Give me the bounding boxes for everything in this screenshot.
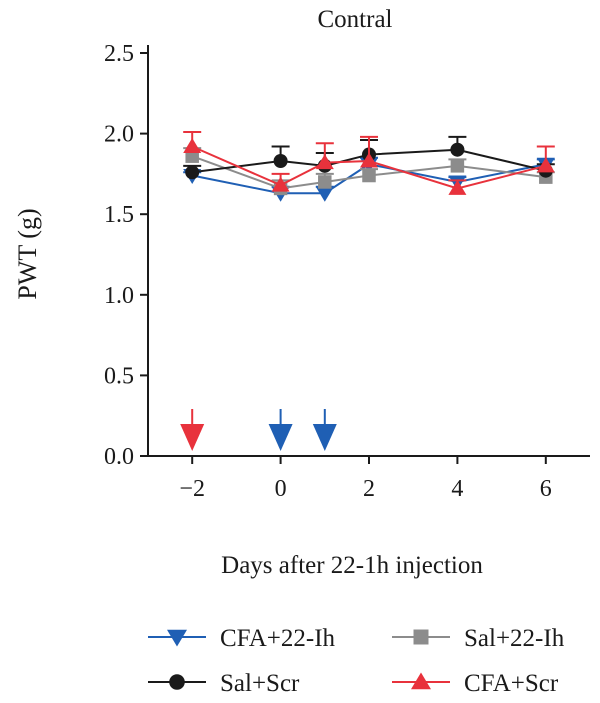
x-tick-label: 4 [451,476,463,502]
data-point [360,152,378,168]
series-line [191,155,546,190]
data-point [271,176,290,192]
x-tick-label: −2 [179,476,205,502]
legend-marker [411,672,431,690]
chart-title: Contral [318,6,393,33]
data-point [318,175,332,189]
legend-label: CFA+22-Ih [220,625,336,652]
series-4 [183,130,555,195]
data-point [273,153,288,169]
legend-item: Sal+22-Ih [392,625,565,652]
series-line [192,148,547,174]
legend-marker [413,629,429,645]
data-point [185,165,200,180]
y-tick-label: 0.5 [104,363,134,389]
data-point [183,137,202,153]
legend-label: CFA+Scr [464,670,559,697]
y-tick-label: 1.0 [104,283,134,309]
y-tick-label: 2.0 [104,122,134,148]
legend-item: Sal+Scr [148,670,300,697]
injection-arrow-head [180,424,205,451]
y-tick-label: 1.5 [104,202,134,228]
legend-marker [169,674,185,690]
y-tick-label: 2.5 [104,41,134,67]
data-point [536,157,555,173]
series-line [191,145,547,190]
y-tick-label: 0.0 [104,444,134,470]
data-point [450,142,465,157]
legend-label: Sal+Scr [220,670,300,697]
injection-arrow-head [312,424,337,451]
legend-label: Sal+22-Ih [464,625,565,652]
legend-item: CFA+22-Ih [148,625,336,652]
data-point [448,179,467,195]
x-tick-label: 0 [275,476,287,502]
data-point [315,154,334,170]
legend-marker [167,629,187,647]
legend-item: CFA+Scr [392,670,559,697]
plot-area: 0.0 0.5 1.0 1.5 2.0 2.5 −2 0 2 4 6 [104,41,590,502]
chart-legend: CFA+22-Ih Sal+22-Ih Sal+Scr CFA+Scr [148,625,565,697]
y-axis-label: PWT (g) [13,208,42,299]
data-point [362,168,376,183]
injection-arrow-head [268,424,293,451]
x-tick-label: 6 [540,476,552,502]
x-tick-label: 2 [363,476,375,502]
data-point [450,159,465,173]
data-point [315,186,334,202]
x-axis-label: Days after 22-1h injection [221,552,483,579]
